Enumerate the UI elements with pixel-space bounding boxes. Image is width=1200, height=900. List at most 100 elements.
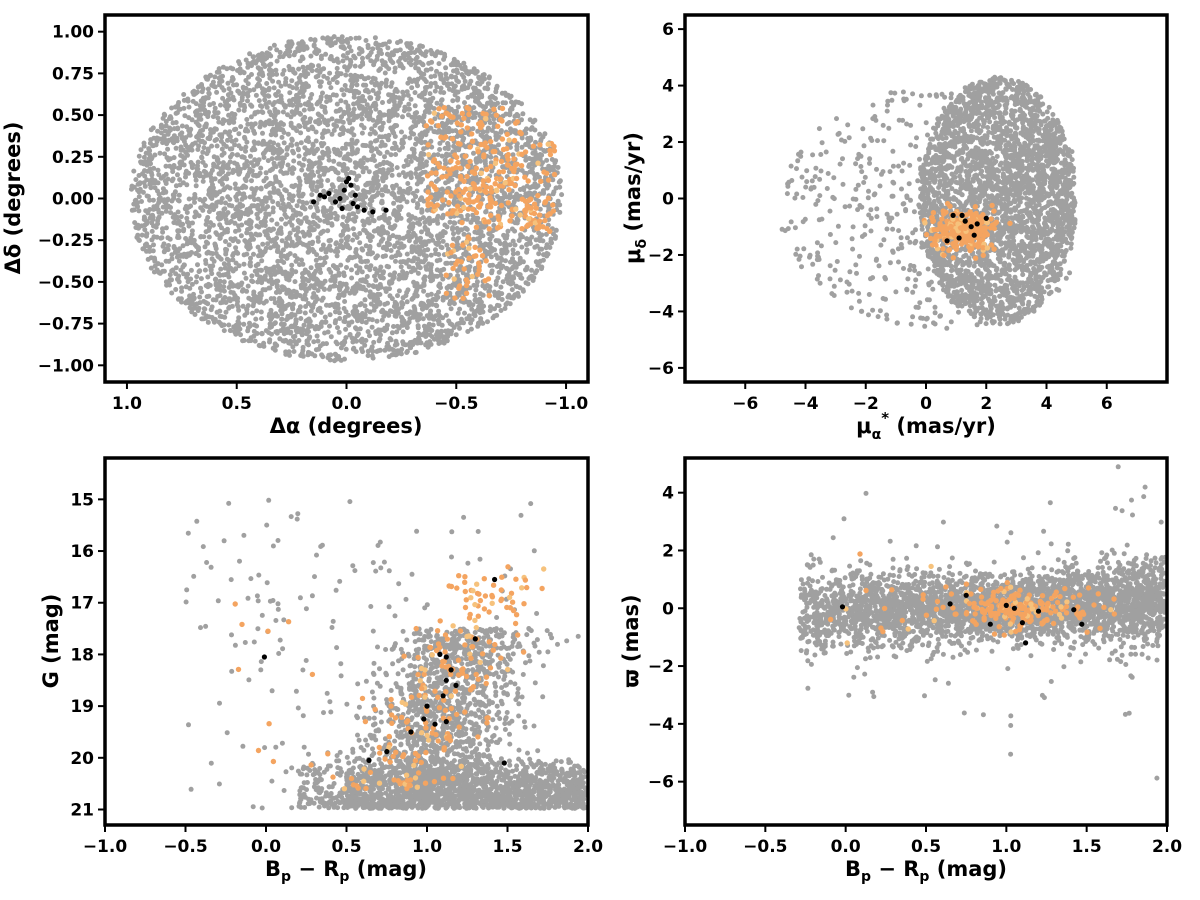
field-star-point — [159, 210, 165, 216]
field-star-point — [289, 137, 295, 143]
field-star-point — [226, 165, 232, 171]
field-star-point — [353, 177, 359, 183]
field-star-point — [156, 172, 162, 178]
field-star-point — [450, 98, 456, 104]
field-star-point — [341, 92, 347, 98]
field-star-point — [359, 111, 365, 117]
field-star-point — [222, 129, 228, 135]
field-star-point — [281, 253, 287, 259]
field-star-point — [238, 209, 244, 215]
field-star-point — [381, 212, 387, 218]
field-star-point — [269, 217, 275, 223]
field-star-point — [309, 182, 315, 188]
field-star-point — [229, 303, 235, 309]
field-star-point — [274, 122, 280, 127]
field-star-point — [220, 73, 225, 79]
field-star-point — [228, 116, 234, 122]
field-star-point — [418, 179, 424, 185]
field-star-point — [200, 86, 206, 92]
field-star-point — [294, 128, 300, 134]
field-star-point — [370, 46, 376, 52]
field-star-point — [271, 160, 277, 166]
field-star-point — [433, 292, 439, 298]
field-star-point — [400, 329, 406, 335]
field-star-point — [309, 146, 315, 152]
field-star-point — [412, 90, 418, 96]
field-star-point — [256, 224, 262, 230]
field-star-point — [408, 96, 414, 102]
field-star-point — [289, 267, 295, 273]
field-star-point — [348, 129, 354, 135]
field-star-point — [357, 326, 363, 332]
field-star-point — [248, 114, 254, 120]
field-star-point — [382, 70, 388, 76]
field-star-point — [462, 64, 468, 70]
field-star-point — [300, 116, 306, 122]
field-star-point — [321, 73, 327, 79]
field-star-point — [380, 62, 386, 68]
field-star-point — [317, 173, 323, 179]
field-star-point — [380, 41, 386, 47]
field-star-point — [354, 253, 360, 258]
field-star-point — [189, 228, 195, 234]
field-star-point — [413, 123, 419, 129]
field-star-point — [412, 215, 418, 221]
field-star-point — [204, 151, 210, 157]
field-star-point — [287, 102, 293, 108]
field-star-point — [475, 81, 481, 86]
field-star-point — [225, 92, 231, 98]
field-star-point — [205, 274, 211, 280]
field-star-point — [148, 127, 154, 133]
field-star-point — [297, 329, 303, 335]
field-star-point — [278, 93, 284, 99]
field-star-point — [189, 309, 195, 315]
field-star-point — [260, 287, 266, 293]
field-star-point — [546, 163, 552, 169]
field-star-point — [286, 234, 292, 240]
field-star-point — [387, 92, 393, 98]
field-star-point — [292, 333, 298, 339]
field-star-point — [322, 218, 328, 224]
field-star-point — [329, 116, 335, 122]
field-star-point — [241, 261, 247, 267]
field-star-point — [237, 61, 243, 67]
field-star-point — [316, 306, 321, 312]
field-star-point — [328, 352, 334, 358]
field-star-point — [528, 191, 534, 197]
field-star-point — [258, 165, 264, 171]
field-star-point — [414, 54, 420, 60]
field-star-point — [310, 302, 316, 308]
field-star-point — [367, 131, 373, 137]
field-star-point — [365, 157, 370, 163]
field-star-point — [315, 179, 321, 185]
field-star-point — [236, 143, 242, 149]
field-star-point — [308, 265, 314, 271]
field-star-point — [251, 87, 257, 93]
field-star-point — [193, 209, 198, 215]
field-star-point — [309, 192, 315, 198]
field-star-point — [206, 109, 211, 115]
field-star-point — [321, 171, 327, 177]
field-star-point — [279, 298, 285, 304]
field-star-point — [280, 109, 286, 115]
field-star-point — [186, 127, 192, 133]
field-star-point — [251, 300, 257, 306]
field-star-point — [367, 95, 373, 101]
field-star-point — [242, 312, 248, 318]
field-star-point — [512, 242, 518, 248]
field-star-point — [281, 285, 287, 291]
field-star-point — [354, 186, 360, 192]
field-star-point — [285, 145, 290, 151]
field-star-point — [235, 299, 240, 304]
field-star-point — [462, 310, 467, 316]
field-star-point — [340, 232, 346, 237]
field-star-point — [296, 219, 302, 225]
field-star-point — [372, 123, 378, 128]
field-star-point — [260, 130, 265, 136]
field-star-point — [419, 195, 425, 201]
field-star-point — [213, 203, 219, 209]
field-star-point — [353, 150, 358, 156]
field-star-point — [473, 287, 479, 293]
field-star-point — [193, 279, 199, 285]
field-star-point — [487, 120, 493, 126]
